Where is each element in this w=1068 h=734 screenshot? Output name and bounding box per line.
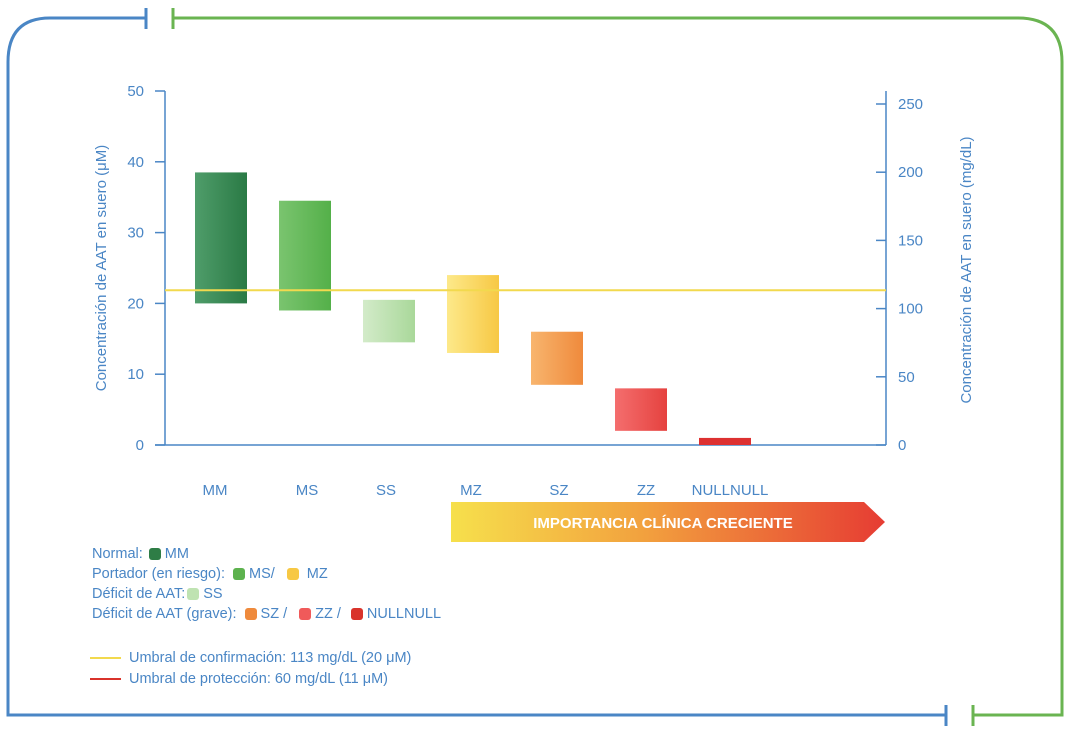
threshold-confirmation-line — [90, 657, 121, 659]
y-left-tick-label: 20 — [127, 295, 144, 312]
legend-row-severe: Déficit de AAT (grave): SZ / ZZ / NULLNU… — [92, 604, 441, 624]
category-label: NULLNULL — [692, 482, 769, 499]
legend-severe-item-sz: SZ / — [260, 606, 288, 622]
importance-arrow-label: IMPORTANCIA CLÍNICA CRECIENTE — [533, 515, 792, 532]
legend-carrier-item-ms: MS/ — [248, 566, 275, 582]
legend-swatch-mz — [286, 568, 299, 580]
legend-swatch-sz — [244, 608, 257, 620]
threshold-confirmation-label: Umbral de confirmación: 113 mg/dL (20 μM… — [129, 650, 412, 666]
range-bars — [195, 172, 751, 445]
legend-swatch-nullnull — [350, 608, 363, 620]
range-bar-mm — [195, 172, 247, 304]
range-bar-sz — [531, 331, 583, 385]
importance-arrow-shape — [451, 502, 885, 542]
y-right-tick-label: 150 — [898, 232, 923, 249]
legend-row-deficit: Déficit de AAT: SS — [92, 584, 441, 604]
importance-arrow: IMPORTANCIA CLÍNICA CRECIENTE — [451, 502, 885, 542]
y-left-tick-label: 10 — [127, 366, 144, 383]
y-right-label: Concentración de AAT en suero (mg/dL) — [958, 136, 975, 403]
y-left-ticks: 0 10 20 30 40 50 — [127, 83, 165, 454]
category-label: SS — [376, 482, 396, 499]
legend: Normal: MM Portador (en riesgo): MS/ MZ … — [92, 544, 441, 624]
y-right-tick-label: 50 — [898, 369, 915, 386]
threshold-protection-line — [90, 678, 121, 680]
y-right-tick-label: 200 — [898, 164, 923, 181]
legend-row-normal: Normal: MM — [92, 544, 441, 564]
category-label: MM — [203, 482, 228, 499]
legend-severe-item-zz: ZZ / — [315, 606, 341, 622]
range-bar-ms — [279, 200, 331, 311]
category-labels: MM MS SS MZ SZ ZZ NULLNULL — [203, 482, 769, 499]
category-label: SZ — [549, 482, 568, 499]
threshold-protection: Umbral de protección: 60 mg/dL (11 μM) — [90, 671, 388, 687]
legend-swatch-ms — [232, 568, 245, 580]
range-bar-zz — [615, 388, 667, 431]
legend-swatch-ss — [187, 588, 200, 600]
y-left-label: Concentración de AAT en suero (μM) — [93, 145, 110, 392]
y-left-tick-label: 0 — [136, 437, 144, 454]
legend-deficit-item-ss: SS — [203, 586, 223, 602]
legend-normal-label: Normal: — [92, 546, 143, 562]
legend-swatch-mm — [148, 548, 161, 560]
legend-carrier-label: Portador (en riesgo): — [92, 566, 225, 582]
range-bar-nullnull — [699, 437, 751, 445]
y-right-tick-label: 100 — [898, 301, 923, 318]
range-bar-ss — [363, 299, 415, 343]
legend-deficit-label: Déficit de AAT: — [92, 586, 186, 602]
frame-blue-left — [6, 16, 946, 717]
threshold-protection-label: Umbral de protección: 60 mg/dL (11 μM) — [129, 671, 388, 687]
category-label: MZ — [460, 482, 482, 499]
legend-severe-item-nullnull: NULLNULL — [366, 606, 442, 622]
legend-severe-label: Déficit de AAT (grave): — [92, 606, 237, 622]
legend-row-carrier: Portador (en riesgo): MS/ MZ — [92, 564, 441, 584]
legend-normal-item-mm: MM — [164, 546, 189, 562]
frame-green-right — [173, 16, 1064, 717]
y-right-tick-label: 0 — [898, 437, 906, 454]
y-left-tick-label: 40 — [127, 154, 144, 171]
threshold-confirmation: Umbral de confirmación: 113 mg/dL (20 μM… — [90, 650, 411, 666]
category-label: MS — [296, 482, 319, 499]
legend-swatch-zz — [299, 608, 312, 620]
y-left-tick-label: 30 — [127, 225, 144, 242]
y-right-ticks: 0 50 100 150 200 250 — [876, 96, 923, 454]
category-label: ZZ — [637, 482, 655, 499]
y-left-tick-label: 50 — [127, 83, 144, 100]
legend-carrier-item-mz: MZ — [306, 566, 328, 582]
range-bar-mz — [447, 275, 499, 353]
y-right-tick-label: 250 — [898, 96, 923, 113]
frame — [6, 8, 1064, 726]
